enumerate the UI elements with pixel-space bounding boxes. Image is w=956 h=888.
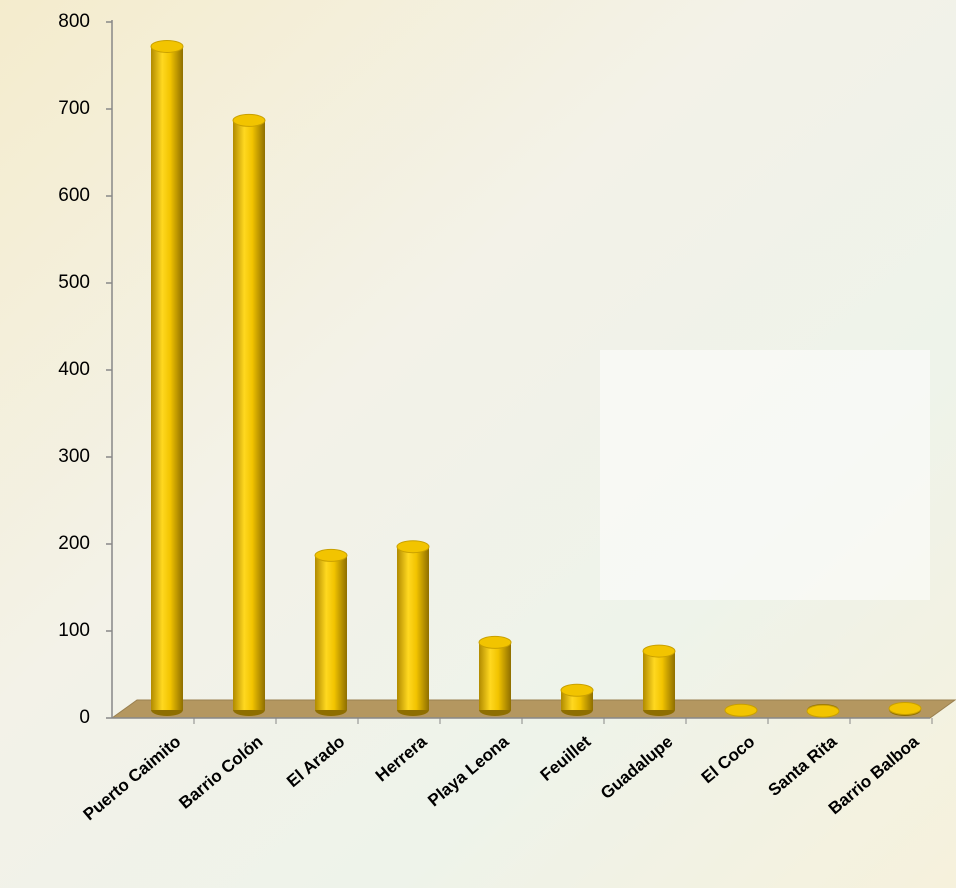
bar-top: [396, 540, 430, 554]
bar-top: [314, 548, 348, 562]
bar: [151, 46, 183, 710]
y-tick-label: 0: [79, 707, 90, 728]
bar-top: [560, 683, 594, 697]
bar-top: [150, 39, 184, 53]
bar: [315, 555, 347, 710]
bar-top: [232, 113, 266, 127]
y-tick-label: 700: [58, 98, 90, 119]
y-tick-label: 500: [58, 272, 90, 293]
bar-top: [478, 635, 512, 649]
y-tick-label: 400: [58, 359, 90, 380]
bar-top: [724, 703, 758, 717]
y-tick-label: 600: [58, 185, 90, 206]
bar: [233, 120, 265, 710]
bar-top: [806, 704, 840, 718]
y-tick-label: 300: [58, 446, 90, 467]
bar: [479, 642, 511, 710]
bar-top: [888, 702, 922, 716]
y-tick-label: 200: [58, 533, 90, 554]
bar-top: [642, 644, 676, 658]
y-tick-label: 100: [58, 620, 90, 641]
bar: [397, 546, 429, 710]
y-tick-label: 800: [58, 11, 90, 32]
background-building: [600, 350, 930, 600]
bar: [643, 651, 675, 710]
